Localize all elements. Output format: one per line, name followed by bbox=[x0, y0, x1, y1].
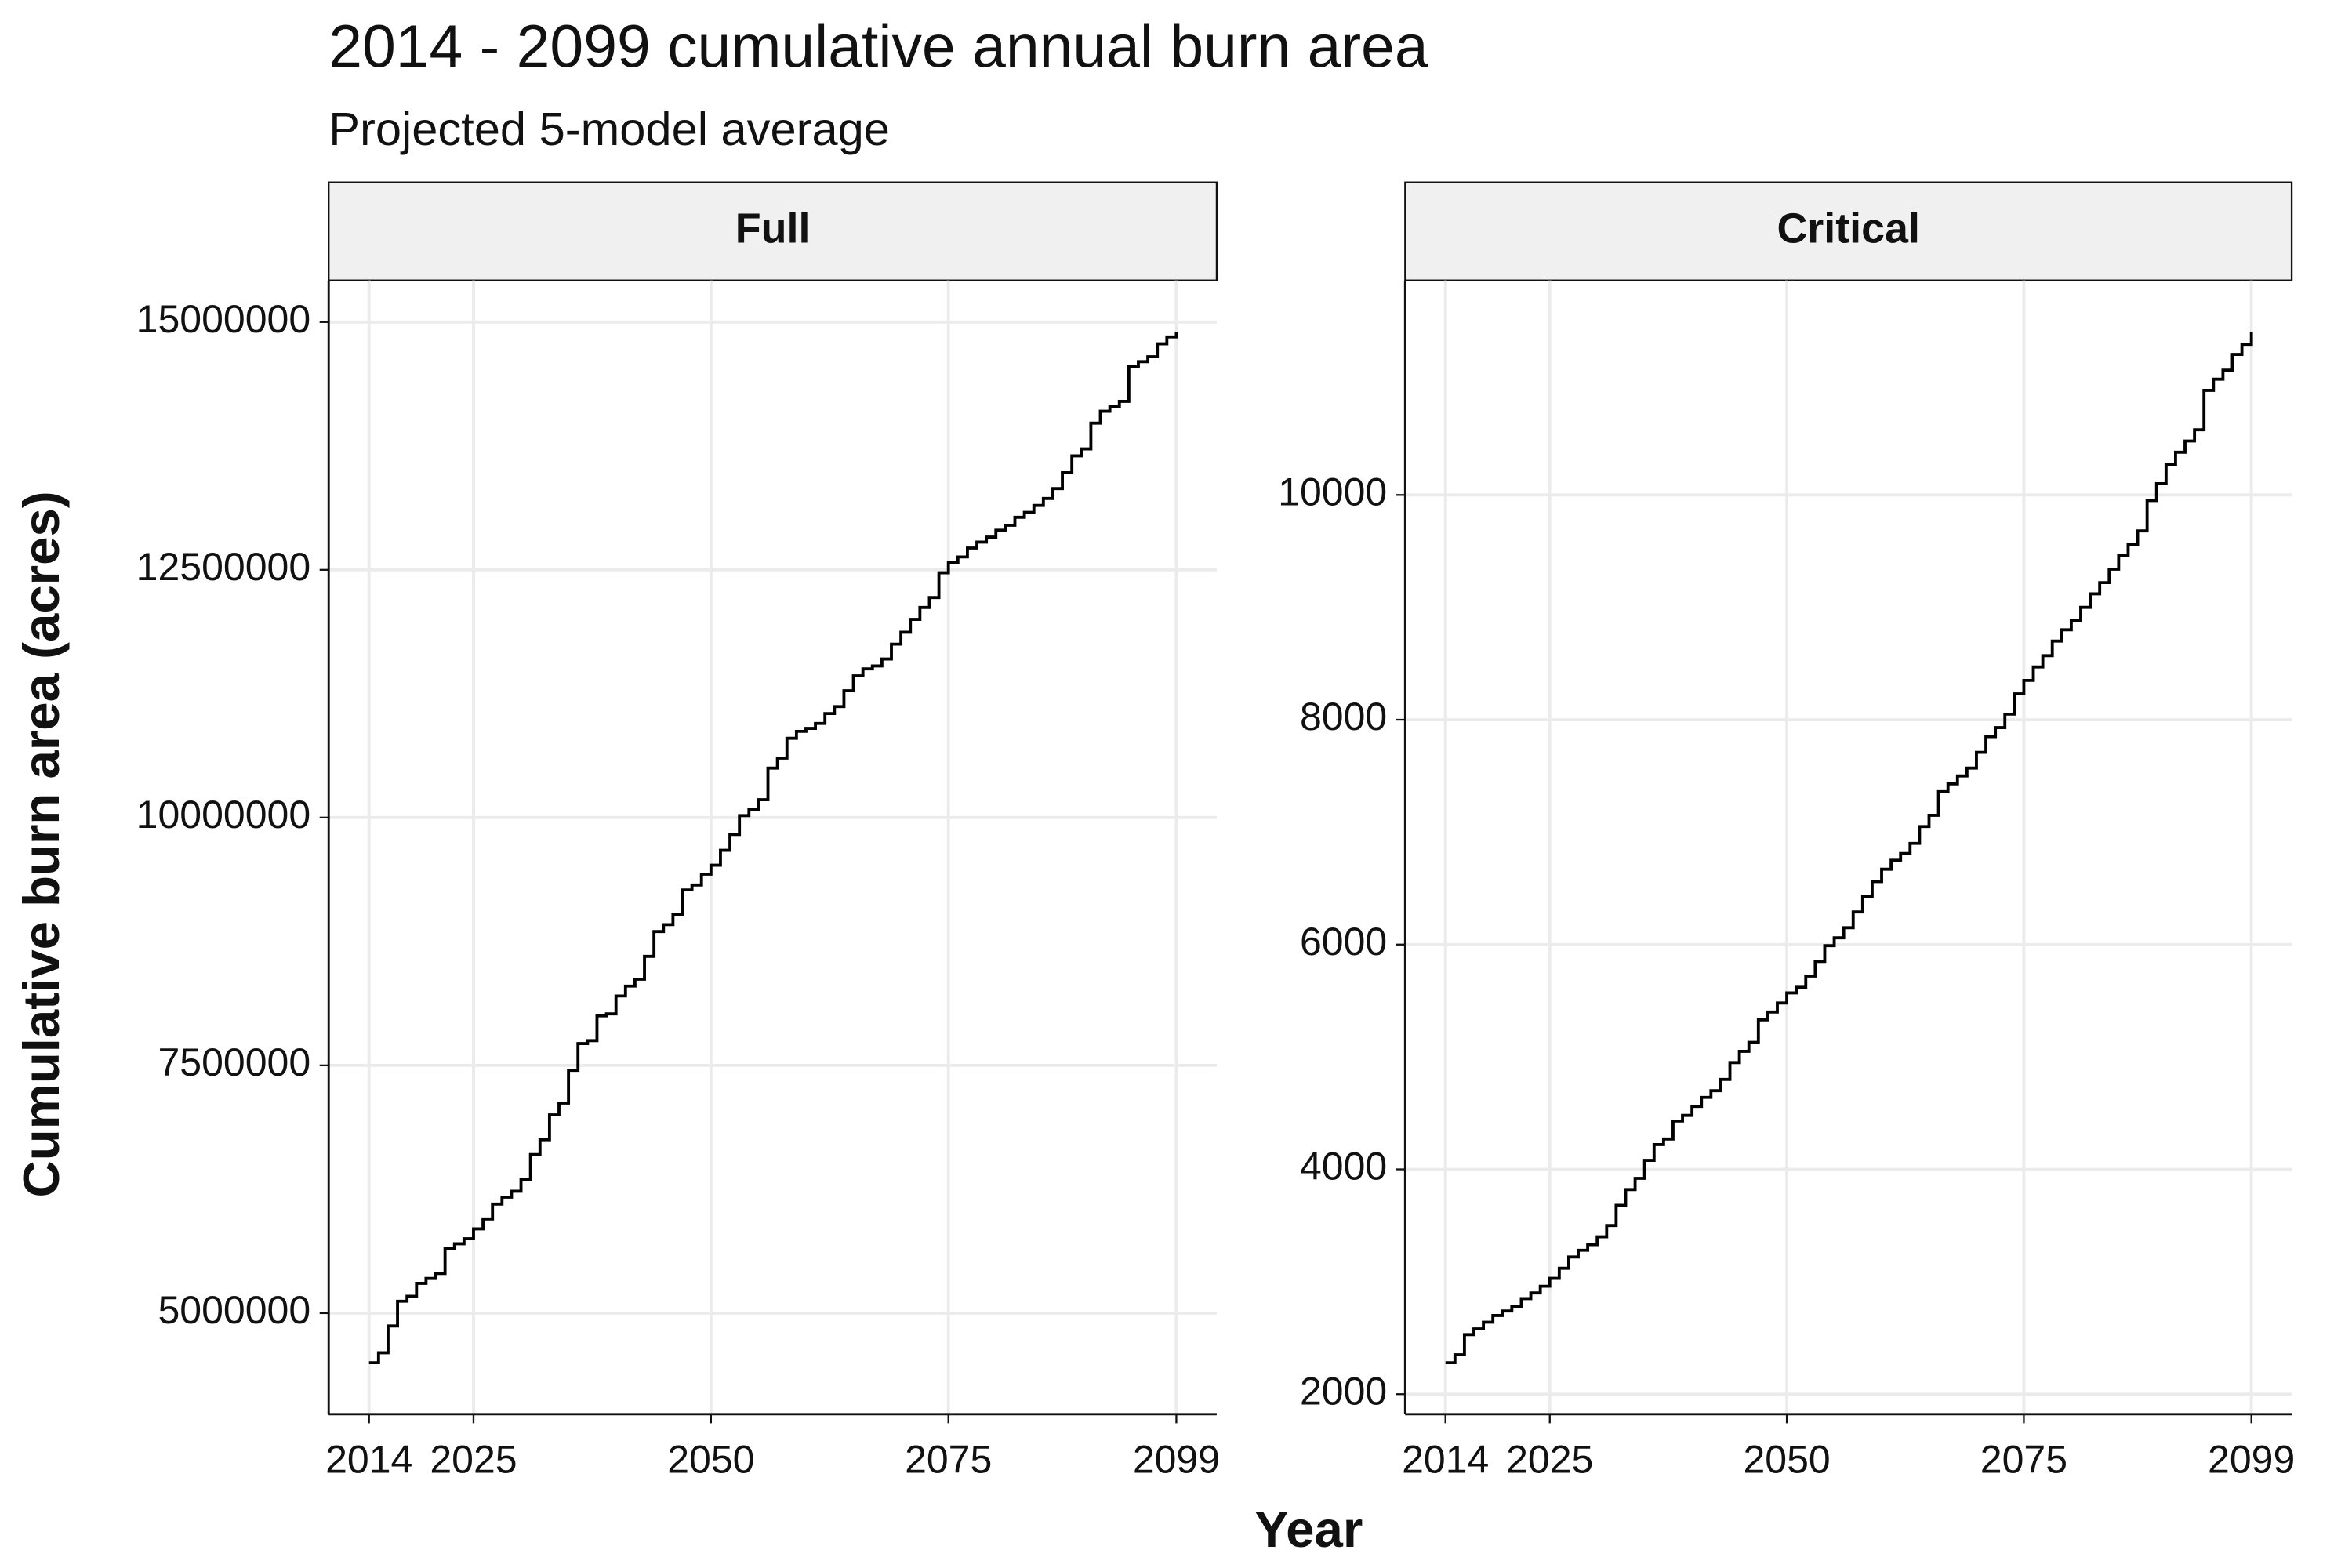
y-axis-label: Cumulative burn area (acres) bbox=[13, 491, 70, 1197]
y-tick-label: 10000000 bbox=[136, 793, 310, 837]
x-tick-label: 2099 bbox=[2208, 1438, 2295, 1482]
y-tick-label: 15000000 bbox=[136, 297, 310, 341]
step-line bbox=[1445, 332, 2253, 1365]
x-tick-label: 2014 bbox=[325, 1438, 412, 1482]
x-tick-label: 2050 bbox=[667, 1438, 754, 1482]
facet-strip bbox=[1404, 181, 2293, 281]
facet-title: Critical bbox=[1777, 205, 1920, 252]
step-line bbox=[368, 332, 1178, 1365]
y-tick-label: 2000 bbox=[1300, 1369, 1387, 1413]
y-tick-label: 5000000 bbox=[158, 1288, 310, 1332]
y-tick-label: 4000 bbox=[1300, 1145, 1387, 1189]
y-tick-label: 7500000 bbox=[158, 1040, 310, 1084]
x-tick-label: 2075 bbox=[905, 1438, 992, 1482]
x-tick-label: 2099 bbox=[1133, 1438, 1220, 1482]
y-tick-label: 12500000 bbox=[136, 545, 310, 589]
facet-strip bbox=[328, 181, 1218, 281]
facet-title: Full bbox=[735, 205, 811, 252]
y-tick-label: 6000 bbox=[1300, 920, 1387, 964]
y-tick-label: 8000 bbox=[1300, 695, 1387, 739]
x-axis-label: Year bbox=[1254, 1501, 1363, 1558]
x-tick-label: 2014 bbox=[1402, 1438, 1489, 1482]
y-tick-label: 10000 bbox=[1278, 470, 1387, 514]
x-tick-label: 2025 bbox=[1506, 1438, 1593, 1482]
x-tick-label: 2075 bbox=[1980, 1438, 2067, 1482]
x-tick-label: 2050 bbox=[1743, 1438, 1830, 1482]
chart-title: 2014 - 2099 cumulative annual burn area bbox=[328, 13, 1428, 81]
chart-subtitle: Projected 5-model average bbox=[328, 103, 890, 155]
x-tick-label: 2025 bbox=[430, 1438, 517, 1482]
